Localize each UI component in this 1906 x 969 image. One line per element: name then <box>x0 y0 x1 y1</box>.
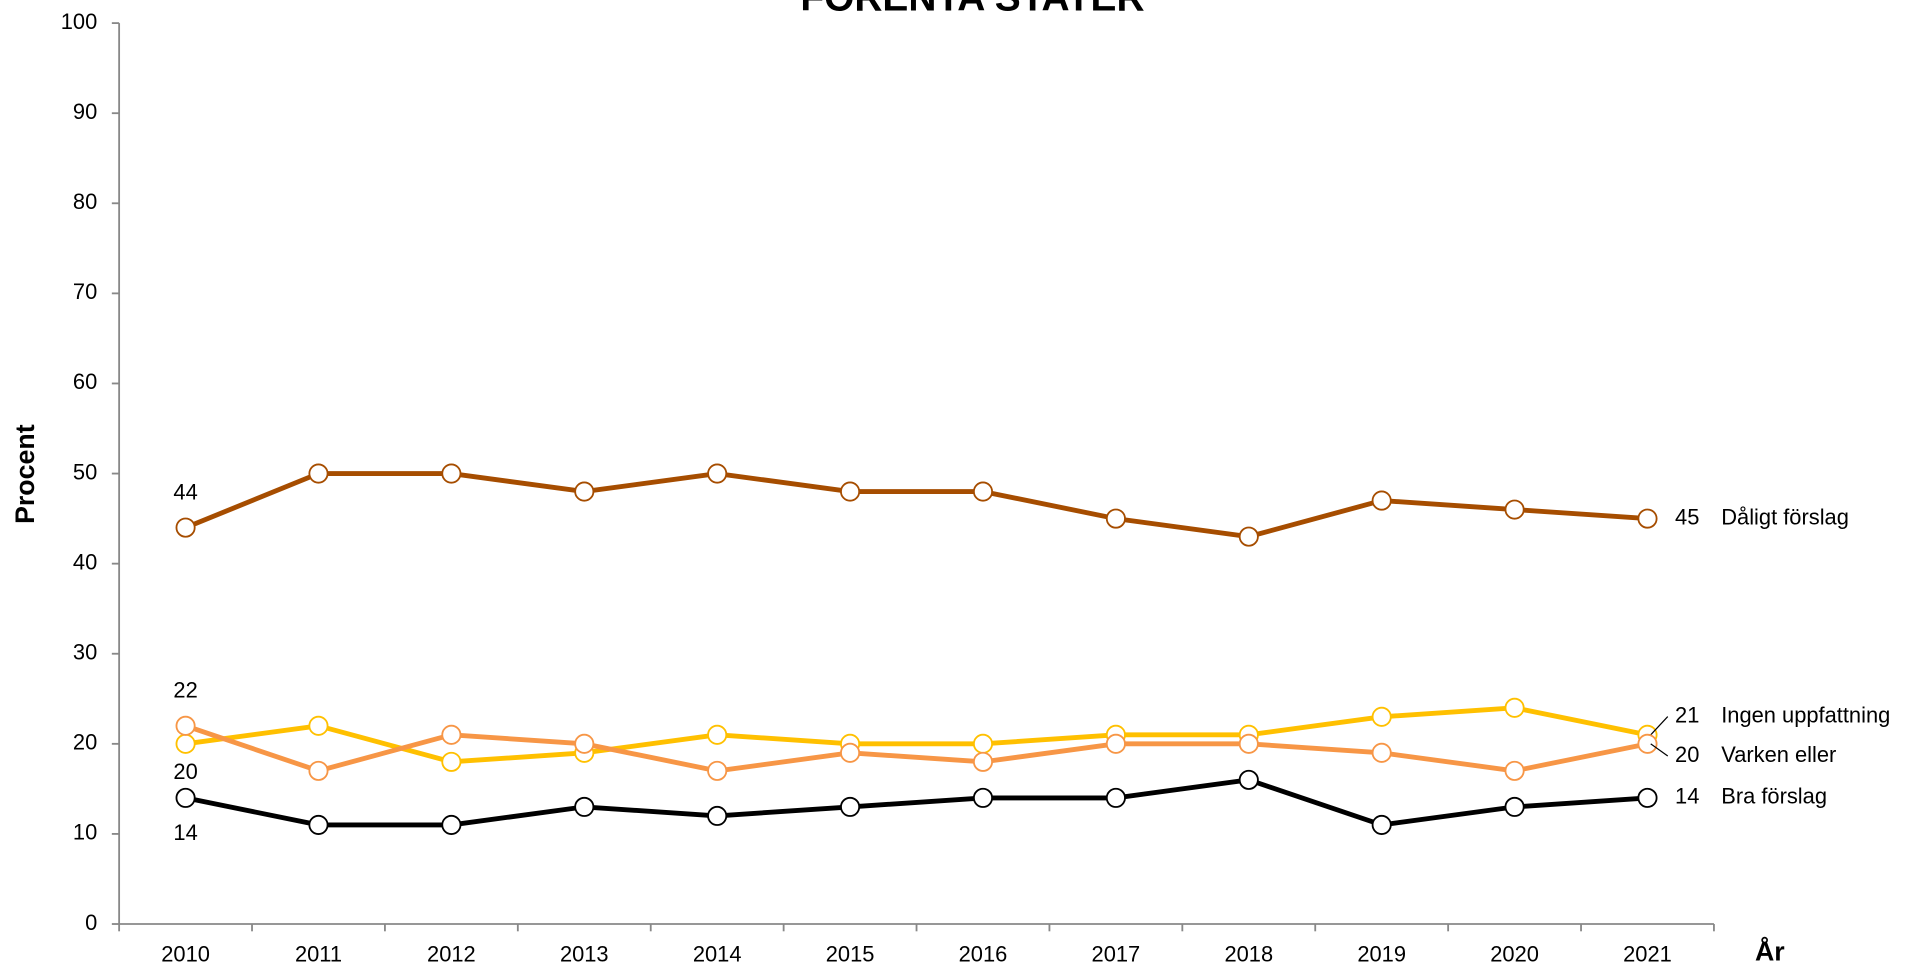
x-tick-label: 2016 <box>959 941 1008 966</box>
x-axis-title: År <box>1755 935 1785 966</box>
y-tick-label: 30 <box>73 640 97 665</box>
data-point <box>840 481 861 502</box>
y-tick-label: 50 <box>73 459 97 484</box>
chart-title: FÖRENTA STATER <box>800 0 1144 19</box>
series-line <box>185 777 1648 828</box>
series-line <box>184 723 1648 774</box>
x-tick-label: 2019 <box>1357 941 1406 966</box>
data-point <box>707 724 728 745</box>
data-point <box>175 787 196 808</box>
data-point <box>1238 769 1259 790</box>
data-point <box>972 787 994 808</box>
leader-line <box>1650 716 1669 736</box>
data-point <box>441 463 462 484</box>
data-label: 20 <box>173 759 197 784</box>
data-label: 20 <box>1675 742 1699 767</box>
data-label: 14 <box>173 820 197 845</box>
y-tick-label: 40 <box>73 549 97 574</box>
y-tick-label: 10 <box>73 820 97 845</box>
legend-label: Varken eller <box>1721 742 1836 767</box>
data-point <box>1637 508 1658 529</box>
x-tick-label: 2012 <box>427 941 476 966</box>
data-point <box>1371 490 1392 511</box>
x-tick-label: 2020 <box>1490 941 1539 966</box>
y-tick-label: 70 <box>73 279 97 304</box>
data-label: 21 <box>1675 702 1699 727</box>
data-point <box>175 715 196 736</box>
y-tick-label: 80 <box>73 189 97 214</box>
y-tick-label: 60 <box>73 369 97 394</box>
x-tick-label: 2018 <box>1224 941 1273 966</box>
data-point <box>840 742 861 763</box>
data-point <box>441 751 462 772</box>
data-point <box>441 814 462 835</box>
series-line <box>184 471 1648 540</box>
x-tick-label: 2011 <box>295 941 342 966</box>
x-tick-label: 2013 <box>560 941 609 966</box>
data-point <box>1504 697 1525 718</box>
legend-label: Dåligt förslag <box>1721 504 1849 529</box>
data-point <box>1371 814 1392 835</box>
data-point <box>1238 733 1259 754</box>
data-label: 14 <box>1675 784 1699 809</box>
series-line <box>185 705 1648 765</box>
leader-line <box>1650 743 1669 757</box>
x-tick-label: 2010 <box>161 941 210 966</box>
data-point <box>972 751 994 772</box>
x-tick-label: 2017 <box>1092 941 1141 966</box>
y-axis-title: Procent <box>10 424 40 524</box>
y-tick-label: 100 <box>61 9 97 34</box>
data-label: 45 <box>1675 504 1699 529</box>
x-tick-label: 2014 <box>693 941 742 966</box>
data-point <box>707 805 728 826</box>
data-point <box>1504 760 1525 781</box>
legend-label: Ingen uppfattning <box>1721 702 1890 727</box>
y-tick-label: 90 <box>73 99 97 124</box>
data-point <box>1371 742 1392 763</box>
data-point <box>1637 733 1658 754</box>
data-point <box>441 724 462 745</box>
data-point <box>308 715 329 736</box>
data-point <box>574 733 595 754</box>
data-point <box>1105 508 1126 529</box>
data-point <box>175 517 196 538</box>
data-point <box>1371 706 1392 727</box>
data-point <box>1637 787 1658 808</box>
y-tick-label: 0 <box>85 910 97 935</box>
data-point <box>574 796 595 817</box>
data-point <box>1105 733 1126 754</box>
y-tick-label: 20 <box>73 730 97 755</box>
data-label: 44 <box>173 479 197 504</box>
data-point <box>175 733 196 754</box>
data-point <box>1105 787 1126 808</box>
data-label: 22 <box>173 678 197 703</box>
data-point <box>308 760 329 781</box>
data-point <box>574 481 595 502</box>
data-point <box>308 463 329 484</box>
data-point <box>707 760 728 781</box>
legend-label: Bra förslag <box>1721 784 1827 809</box>
data-point <box>1504 499 1525 520</box>
data-point <box>972 733 994 754</box>
x-tick-label: 2015 <box>826 941 875 966</box>
data-point <box>308 814 329 835</box>
data-point <box>707 463 728 484</box>
data-point <box>1238 526 1259 547</box>
x-tick-label: 2021 <box>1623 941 1672 966</box>
data-point <box>1504 796 1525 817</box>
data-point <box>840 796 861 817</box>
data-point <box>972 481 994 502</box>
